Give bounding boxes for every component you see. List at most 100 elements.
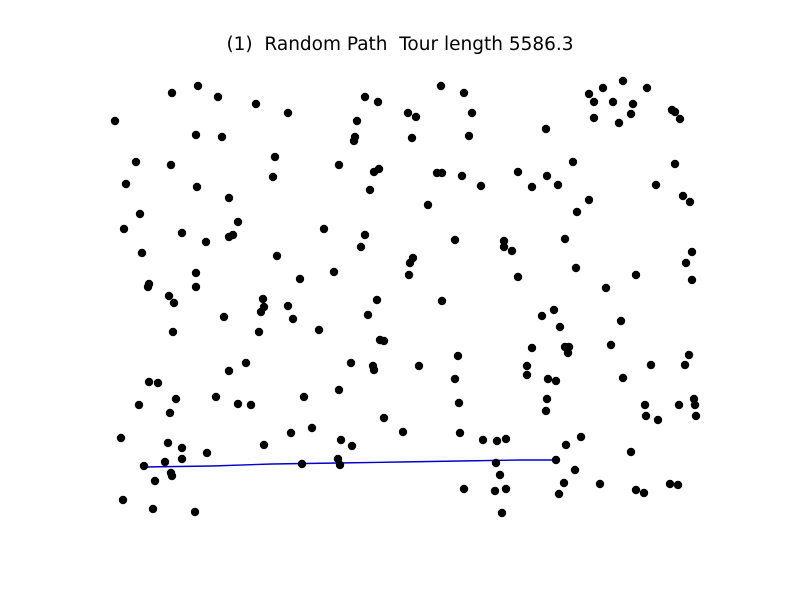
city-point: [467, 108, 477, 118]
city-point: [631, 270, 641, 280]
city-point: [542, 394, 552, 404]
city-point: [453, 351, 463, 361]
city-point: [405, 258, 415, 268]
city-point: [169, 298, 179, 308]
city-point: [165, 408, 175, 418]
city-point: [690, 400, 700, 410]
city-point: [527, 182, 537, 192]
city-point: [270, 152, 280, 162]
city-point: [258, 294, 268, 304]
city-point: [522, 370, 532, 380]
city-point: [673, 480, 683, 490]
city-point: [561, 440, 571, 450]
city-point: [171, 394, 181, 404]
city-point: [501, 484, 511, 494]
city-point: [678, 191, 688, 201]
city-point: [336, 435, 346, 445]
city-point: [537, 311, 547, 321]
city-point: [646, 360, 656, 370]
city-point: [166, 160, 176, 170]
city-point: [153, 378, 163, 388]
city-point: [272, 251, 282, 261]
city-point: [283, 301, 293, 311]
city-point: [549, 305, 559, 315]
city-point: [168, 327, 178, 337]
city-point: [570, 465, 580, 475]
city-point: [228, 230, 238, 240]
city-point: [202, 448, 212, 458]
city-point: [665, 479, 675, 489]
city-point: [455, 428, 465, 438]
city-point: [193, 81, 203, 91]
city-point: [450, 374, 460, 384]
city-point: [334, 160, 344, 170]
city-point: [251, 99, 261, 109]
city-point: [137, 248, 147, 258]
city-point: [576, 432, 586, 442]
city-point: [356, 242, 366, 252]
city-point: [542, 171, 552, 181]
city-point: [177, 443, 187, 453]
city-point: [555, 322, 565, 332]
city-point: [423, 200, 433, 210]
city-point: [164, 291, 174, 301]
city-point: [254, 327, 264, 337]
city-point: [319, 224, 329, 234]
city-point: [626, 447, 636, 457]
city-point: [687, 247, 697, 257]
city-point: [584, 89, 594, 99]
city-point: [589, 97, 599, 107]
city-point: [490, 486, 500, 496]
city-point: [334, 385, 344, 395]
city-point: [595, 479, 605, 489]
city-point: [299, 392, 309, 402]
city-point: [379, 336, 389, 346]
city-point: [499, 236, 509, 246]
city-point: [641, 411, 651, 421]
city-point: [491, 458, 501, 468]
city-point: [360, 92, 370, 102]
city-point: [685, 197, 695, 207]
city-point: [191, 282, 201, 292]
city-point: [674, 400, 684, 410]
city-point: [233, 217, 243, 227]
city-point: [598, 83, 608, 93]
city-point: [478, 435, 488, 445]
city-point: [365, 185, 375, 195]
city-point: [369, 365, 379, 375]
city-point: [437, 168, 447, 178]
city-point: [527, 343, 537, 353]
city-point: [684, 350, 694, 360]
city-point: [407, 133, 417, 143]
city-point: [131, 157, 141, 167]
city-point: [190, 507, 200, 517]
city-point: [148, 504, 158, 514]
city-point: [559, 478, 569, 488]
city-point: [560, 234, 570, 244]
city-point: [110, 116, 120, 126]
city-point: [675, 114, 685, 124]
city-point: [414, 361, 424, 371]
city-point: [459, 88, 469, 98]
city-point: [501, 434, 511, 444]
chart-title: (1) Random Path Tour length 5586.3: [226, 34, 574, 55]
city-point: [691, 411, 701, 421]
city-point: [268, 172, 278, 182]
city-point: [283, 108, 293, 118]
city-point: [211, 392, 221, 402]
city-point: [640, 400, 650, 410]
city-point: [246, 400, 256, 410]
city-point: [568, 157, 578, 167]
city-point: [349, 136, 359, 146]
city-point: [608, 97, 618, 107]
city-point: [372, 295, 382, 305]
city-point: [259, 440, 269, 450]
city-point: [219, 312, 229, 322]
city-point: [163, 438, 173, 448]
city-point: [626, 109, 636, 119]
tour-path-layer: [143, 459, 556, 468]
city-point: [614, 118, 624, 128]
city-point: [513, 167, 523, 177]
city-point: [589, 113, 599, 123]
city-point: [436, 81, 446, 91]
